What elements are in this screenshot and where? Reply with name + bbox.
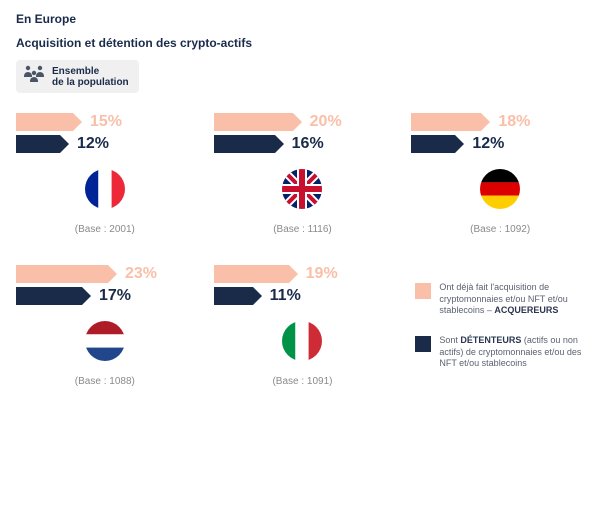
- det-pct: 17%: [99, 287, 131, 305]
- det-pct: 12%: [77, 135, 109, 153]
- flag-de-icon: [480, 169, 520, 214]
- people-icon: [22, 64, 46, 89]
- base-label: (Base : 2001): [75, 224, 135, 235]
- det-pct: 12%: [472, 135, 504, 153]
- base-label: (Base : 1091): [272, 376, 332, 387]
- population-line2: de la population: [52, 77, 129, 88]
- country-fr: 15% 12% (Base : 2001): [16, 113, 194, 235]
- det-pct: 11%: [270, 287, 301, 305]
- flag-fr-icon: [85, 169, 125, 214]
- bars: 20% 16%: [214, 113, 392, 157]
- legend-det-text: Sont DÉTENTEURS (actifs ou non actifs) d…: [439, 335, 589, 370]
- base-label: (Base : 1116): [273, 224, 332, 235]
- bars: 15% 12%: [16, 113, 194, 157]
- acq-bar-row: 18%: [411, 113, 589, 131]
- acq-bar-row: 19%: [214, 265, 392, 283]
- header-region: En Europe: [16, 12, 589, 26]
- flag-it-icon: [282, 321, 322, 366]
- det-bar-row: 16%: [214, 135, 392, 153]
- legend-det-swatch: [415, 336, 431, 352]
- population-line1: Ensemble: [52, 66, 99, 77]
- bars: 23% 17%: [16, 265, 194, 309]
- det-bar-row: 12%: [411, 135, 589, 153]
- header-title: Acquisition et détention des crypto-acti…: [16, 36, 589, 50]
- bars: 19% 11%: [214, 265, 392, 309]
- flag-uk-icon: [282, 169, 322, 214]
- legend-acq-text: Ont déjà fait l'acquisition de cryptomon…: [439, 282, 589, 317]
- det-bar-row: 11%: [214, 287, 392, 305]
- acq-pct: 23%: [125, 265, 157, 283]
- base-label: (Base : 1088): [75, 376, 135, 387]
- population-badge: Ensemble de la population: [16, 60, 139, 93]
- det-pct: 16%: [292, 135, 324, 153]
- acq-bar-row: 23%: [16, 265, 194, 283]
- det-bar-row: 12%: [16, 135, 194, 153]
- legend: Ont déjà fait l'acquisition de cryptomon…: [411, 265, 589, 387]
- det-bar-row: 17%: [16, 287, 194, 305]
- bars: 18% 12%: [411, 113, 589, 157]
- acq-pct: 15%: [90, 113, 122, 131]
- acq-bar-row: 15%: [16, 113, 194, 131]
- acq-bar-row: 20%: [214, 113, 392, 131]
- acq-pct: 18%: [498, 113, 530, 131]
- base-label: (Base : 1092): [470, 224, 530, 235]
- legend-det: Sont DÉTENTEURS (actifs ou non actifs) d…: [415, 335, 589, 370]
- country-nl: 23% 17% (Base : 1088): [16, 265, 194, 387]
- legend-acq-swatch: [415, 283, 431, 299]
- country-de: 18% 12% (Base : 1092): [411, 113, 589, 235]
- acq-pct: 20%: [310, 113, 342, 131]
- acq-pct: 19%: [306, 265, 338, 283]
- country-grid: 15% 12% (Base : 2001) 20% 16%: [16, 113, 589, 387]
- country-it: 19% 11% (Base : 1091): [214, 265, 392, 387]
- legend-acq: Ont déjà fait l'acquisition de cryptomon…: [415, 282, 589, 317]
- flag-nl-icon: [85, 321, 125, 366]
- country-uk: 20% 16% (Base : 1116): [214, 113, 392, 235]
